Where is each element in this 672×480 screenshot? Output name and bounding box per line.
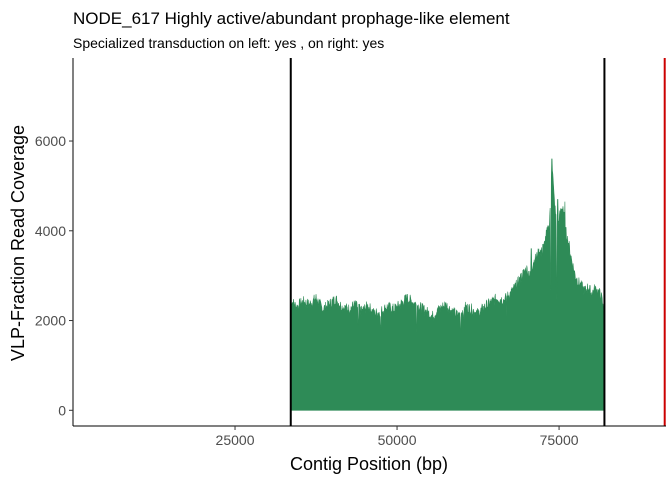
x-axis-ticks: 25000 50000 75000 bbox=[216, 426, 579, 448]
y-tick-label: 6000 bbox=[35, 133, 66, 149]
chart-subtitle: Specialized transduction on left: yes , … bbox=[73, 35, 384, 51]
y-axis-ticks: 0 2000 4000 6000 bbox=[35, 133, 73, 418]
y-tick-label: 4000 bbox=[35, 223, 66, 239]
y-tick-label: 2000 bbox=[35, 313, 66, 329]
x-axis-title: Contig Position (bp) bbox=[290, 454, 448, 474]
x-tick-label: 25000 bbox=[216, 432, 255, 448]
plot-area bbox=[289, 58, 666, 426]
y-tick-label: 0 bbox=[58, 402, 66, 418]
boundary-lines bbox=[289, 58, 666, 426]
y-axis-title: VLP-Fraction Read Coverage bbox=[8, 125, 28, 361]
x-tick-label: 50000 bbox=[378, 432, 417, 448]
coverage-fill bbox=[290, 158, 605, 411]
coverage-area bbox=[290, 158, 605, 411]
x-tick-label: 75000 bbox=[540, 432, 579, 448]
chart-title: NODE_617 Highly active/abundant prophage… bbox=[73, 9, 510, 28]
